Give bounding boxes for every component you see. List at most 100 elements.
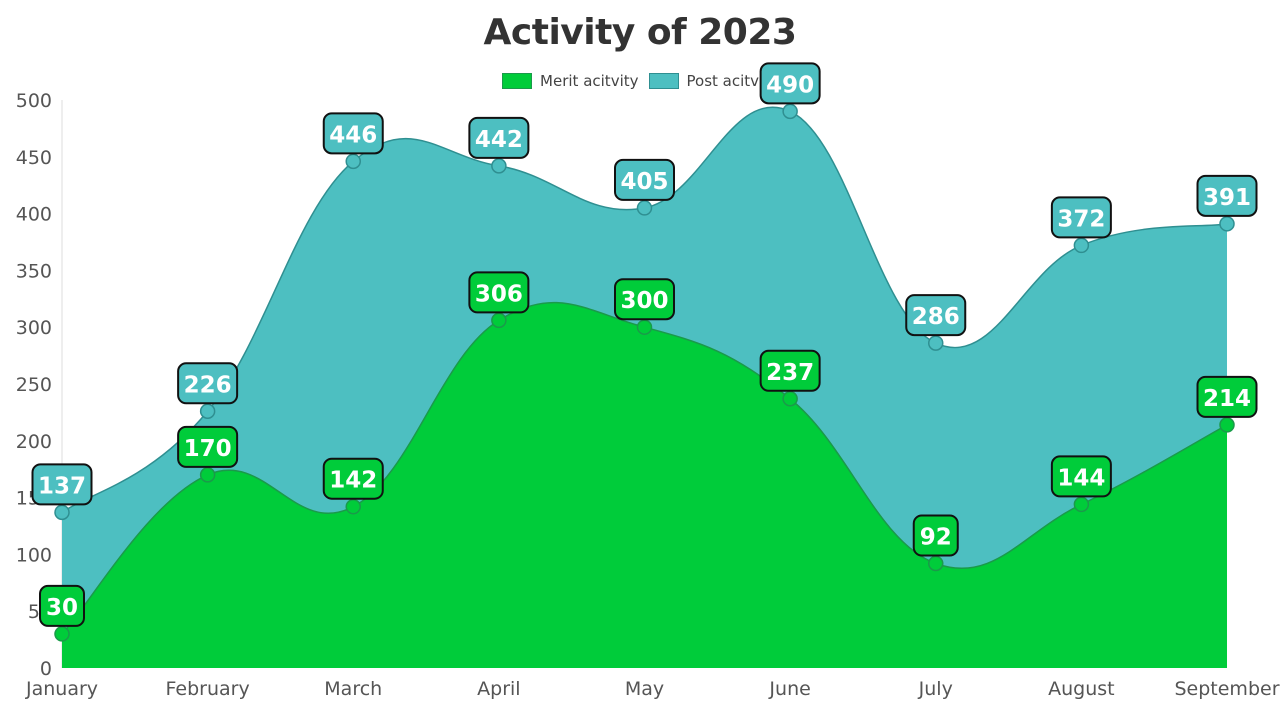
y-tick-label: 500 — [16, 90, 52, 112]
y-tick-label: 450 — [16, 147, 52, 169]
data-point — [54, 504, 70, 521]
data-label-text: 92 — [920, 524, 952, 550]
data-point — [54, 626, 70, 642]
data-label-text: 306 — [475, 281, 523, 307]
legend-label-merit: Merit acitvity — [540, 72, 639, 90]
y-tick-label: 0 — [40, 658, 52, 680]
data-point — [491, 312, 507, 329]
data-label-box — [1196, 375, 1258, 418]
data-label-text: 286 — [912, 304, 960, 330]
y-tick-label: 100 — [16, 544, 52, 566]
legend-swatch-post — [648, 73, 679, 89]
data-point — [636, 200, 653, 216]
data-label-box — [1050, 455, 1112, 498]
data-point — [199, 467, 216, 483]
data-label-text: 142 — [329, 468, 377, 494]
data-label-text: 144 — [1057, 465, 1105, 491]
data-label-text: 137 — [38, 473, 86, 499]
data-label-1: 391 — [1196, 174, 1258, 217]
x-tick-label: June — [768, 678, 810, 700]
data-label-box — [31, 463, 93, 506]
data-label-box — [1196, 174, 1258, 217]
data-label-text: 405 — [620, 169, 668, 195]
data-label-text: 391 — [1203, 185, 1251, 211]
data-label-box — [912, 514, 959, 557]
data-label-text: 30 — [46, 595, 78, 621]
data-label-box — [177, 362, 239, 405]
data-label-text: 226 — [184, 372, 232, 398]
data-point — [1219, 216, 1235, 232]
y-tick-label: 250 — [16, 374, 52, 396]
data-point — [782, 103, 798, 120]
data-point — [928, 335, 944, 351]
data-label-0: 170 — [177, 425, 239, 468]
y-tick-label: 350 — [16, 260, 52, 282]
data-point — [1073, 237, 1090, 254]
data-label-text: 237 — [766, 360, 814, 386]
x-tick-label: July — [918, 678, 953, 700]
data-label-text: 490 — [766, 72, 814, 98]
x-tick-label: February — [166, 678, 250, 700]
data-point — [345, 153, 361, 170]
data-label-1: 226 — [177, 362, 239, 405]
y-tick-label: 400 — [16, 204, 52, 226]
data-label-1: 137 — [31, 463, 93, 506]
y-tick-label: 200 — [16, 431, 52, 453]
data-label-text: 442 — [475, 127, 523, 153]
legend-item-merit[interactable]: Merit acitvity — [502, 72, 639, 90]
data-label-1: 372 — [1050, 196, 1112, 239]
series-area-0 — [62, 302, 1227, 668]
data-label-1: 442 — [468, 116, 530, 159]
legend-label-post: Post acitvity — [686, 72, 778, 90]
data-label-box — [1050, 196, 1112, 239]
x-tick-label: May — [625, 678, 664, 700]
data-label-0: 144 — [1050, 455, 1112, 498]
data-point — [491, 158, 507, 174]
data-point — [928, 555, 944, 572]
data-label-text: 446 — [329, 122, 377, 148]
data-label-box — [905, 294, 967, 337]
data-label-1: 490 — [759, 62, 821, 105]
data-label-box — [39, 584, 85, 627]
x-tick-label: August — [1048, 678, 1115, 700]
data-label-box — [322, 457, 384, 500]
data-label-0: 30 — [39, 584, 85, 627]
data-label-text: 300 — [620, 288, 668, 314]
data-label-0: 237 — [759, 349, 821, 392]
data-point — [636, 319, 653, 335]
data-label-0: 306 — [468, 271, 530, 314]
y-tick-label: 300 — [16, 317, 52, 339]
legend-swatch-merit — [502, 73, 533, 89]
x-tick-label: March — [324, 678, 382, 700]
data-point — [782, 391, 798, 407]
data-label-box — [177, 425, 239, 468]
data-label-0: 92 — [912, 514, 959, 557]
data-point — [1073, 496, 1090, 513]
data-point — [199, 403, 216, 420]
data-label-box — [759, 62, 821, 105]
legend-item-post[interactable]: Post acitvity — [648, 72, 778, 90]
data-label-1: 286 — [905, 294, 967, 337]
data-label-0: 300 — [614, 278, 675, 321]
data-label-box — [614, 158, 675, 201]
data-label-box — [759, 349, 821, 392]
data-label-box — [468, 271, 530, 314]
x-tick-label: January — [25, 678, 98, 700]
data-label-box — [614, 278, 675, 321]
chart-title: Activity of 2023 — [483, 12, 797, 53]
data-label-box — [468, 116, 530, 159]
data-label-text: 170 — [184, 436, 232, 462]
x-tick-label: April — [477, 678, 520, 700]
data-point — [345, 498, 361, 515]
data-label-box — [322, 112, 384, 155]
data-label-text: 214 — [1203, 386, 1251, 412]
x-tick-label: September — [1174, 678, 1279, 700]
data-label-1: 446 — [322, 112, 384, 155]
data-label-0: 142 — [322, 457, 384, 500]
data-point — [1219, 417, 1235, 433]
series-line-0 — [61, 301, 1228, 635]
data-label-1: 405 — [614, 158, 675, 201]
data-label-0: 214 — [1196, 375, 1258, 418]
